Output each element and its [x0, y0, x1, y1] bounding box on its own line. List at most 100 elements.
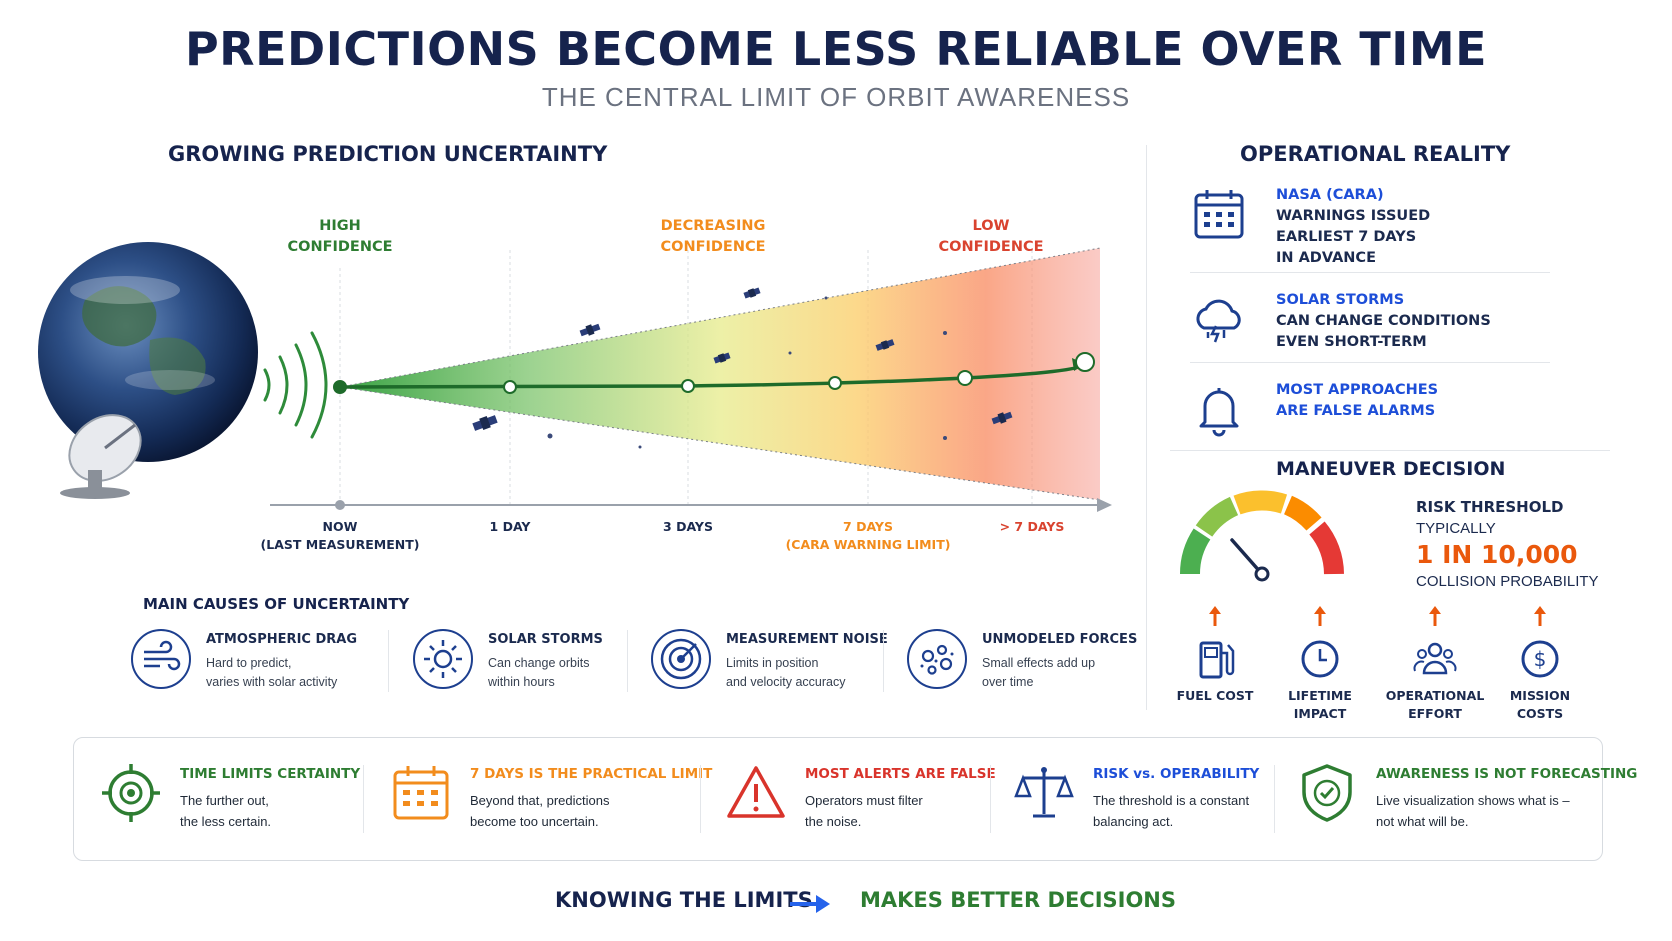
- takeaway-time-line2: the less certain.: [180, 814, 272, 829]
- cause-solar-storms: SOLAR STORMS Can change orbits within hou…: [412, 628, 612, 698]
- dollar-coin-icon: $: [1521, 640, 1559, 678]
- trajectory-point-now: [333, 380, 347, 394]
- crosshair-icon: [102, 764, 160, 822]
- footer-right: MAKES BETTER DECISIONS: [860, 888, 1177, 912]
- bell-icon: [1199, 388, 1239, 437]
- tick-1day-line1: 1 DAY: [489, 519, 531, 534]
- cost-mission-line1: MISSION: [1509, 688, 1571, 703]
- arrow-right-icon: [790, 895, 830, 913]
- cost-operational-line2: EFFORT: [1408, 706, 1462, 721]
- takeaway-time-desc: The further out, the less certain.: [180, 790, 271, 832]
- cost-mission-line2: COSTS: [1516, 706, 1564, 721]
- cause-forces-desc: Small effects add up over time: [982, 654, 1095, 692]
- tick-now-line1: NOW: [322, 519, 358, 534]
- uncertainty-cone: [340, 248, 1100, 500]
- cost-lifetime-label: LIFETIME IMPACT: [1270, 687, 1370, 723]
- tick-1day: 1 DAY: [460, 518, 560, 536]
- predicted-trajectory: [339, 362, 1087, 389]
- tick-now: NOW (LAST MEASUREMENT): [260, 518, 420, 554]
- trajectory-point-3days: [681, 379, 695, 393]
- earth-image: [38, 242, 258, 462]
- takeaway-awareness-line1: Live visualization shows what is –: [1376, 793, 1570, 808]
- cause-forces-title: UNMODELED FORCES: [982, 632, 1138, 647]
- takeaway-seven-days: 7 DAYS IS THE PRACTICAL LIMIT Beyond tha…: [390, 762, 712, 842]
- cost-mission-label: MISSION COSTS: [1490, 687, 1590, 723]
- risk-typically: TYPICALLY: [1416, 520, 1496, 537]
- cause-divider-3: [883, 630, 884, 692]
- cause-solar-title: SOLAR STORMS: [488, 632, 603, 647]
- cost-fuel: FUEL COST: [1165, 606, 1265, 705]
- op-divider-2: [1190, 362, 1550, 363]
- tick-7days-line1: 7 DAYS: [843, 519, 893, 534]
- cause-forces-line1: Small effects add up: [982, 656, 1096, 670]
- confidence-decreasing-line1: DECREASING: [660, 218, 766, 234]
- confidence-label-high: HIGH CONFIDENCE: [270, 216, 410, 258]
- signal-waves: [263, 331, 328, 439]
- arrow-up-icon: [1209, 606, 1221, 626]
- risk-unit: COLLISION PROBABILITY: [1416, 573, 1599, 590]
- cause-drag-line2: varies with solar activity: [206, 675, 338, 689]
- cause-forces-line2: over time: [982, 675, 1034, 689]
- takeaway-time-limits: TIME LIMITS CERTAINTY The further out, th…: [100, 762, 360, 842]
- fuel-pump-icon: [1199, 641, 1235, 679]
- takeaway-alerts-line1: Operators must filter: [805, 793, 923, 808]
- calendar-icon: [393, 766, 449, 820]
- takeaway-seven-line2: become too uncertain.: [470, 814, 599, 829]
- tick-beyond-line1: > 7 DAYS: [999, 519, 1065, 534]
- takeaway-awareness: AWARENESS IS NOT FORECASTING Live visual…: [1296, 762, 1637, 842]
- takeaway-risk-line2: balancing act.: [1093, 814, 1174, 829]
- cost-lifetime-line2: IMPACT: [1293, 706, 1347, 721]
- takeaway-divider-3: [990, 765, 991, 833]
- op-alarms-line1: MOST APPROACHES: [1276, 382, 1439, 398]
- trajectory-point-1day: [503, 380, 517, 394]
- takeaway-divider-1: [363, 765, 364, 833]
- takeaway-seven-desc: Beyond that, predictions become too uncer…: [470, 790, 609, 832]
- uncertainty-heading: GROWING PREDICTION UNCERTAINTY: [168, 142, 608, 166]
- cost-operational-line1: OPERATIONAL: [1385, 688, 1485, 703]
- takeaway-risk-operability: RISK vs. OPERABILITY The threshold is a …: [1013, 762, 1283, 842]
- takeaway-alerts-desc: Operators must filter the noise.: [805, 790, 923, 832]
- risk-value: 1 IN 10,000: [1416, 540, 1578, 569]
- operational-heading: OPERATIONAL REALITY: [1240, 142, 1511, 166]
- cause-solar-line1: Can change orbits: [488, 656, 590, 670]
- cost-mission: $ MISSION COSTS: [1490, 606, 1590, 723]
- cost-fuel-label: FUEL COST: [1176, 688, 1254, 703]
- op-divider-3: [1170, 450, 1610, 451]
- page-subtitle: THE CENTRAL LIMIT OF ORBIT AWARENESS: [541, 82, 1131, 112]
- takeaway-alerts-line2: the noise.: [805, 814, 862, 829]
- cause-noise-desc: Limits in position and velocity accuracy: [726, 654, 846, 692]
- warning-icon: [727, 766, 785, 818]
- maneuver-heading: MANEUVER DECISION: [1276, 458, 1506, 480]
- arrow-up-icon: [1429, 606, 1441, 626]
- op-cara-line2: WARNINGS ISSUED: [1276, 208, 1431, 224]
- cause-solar-line2: within hours: [488, 675, 555, 689]
- cause-solar-desc: Can change orbits within hours: [488, 654, 589, 692]
- op-item-cara: NASA (CARA) WARNINGS ISSUED EARLIEST 7 D…: [1190, 185, 1550, 266]
- cause-noise-title: MEASUREMENT NOISE: [726, 632, 888, 647]
- cause-divider-2: [627, 630, 628, 692]
- shield-check-icon: [1302, 764, 1352, 822]
- cause-drag-line1: Hard to predict,: [206, 656, 292, 670]
- takeaway-seven-line1: Beyond that, predictions: [470, 793, 610, 808]
- page-title: PREDICTIONS BECOME LESS RELIABLE OVER TI…: [184, 22, 1488, 76]
- cause-noise-line1: Limits in position: [726, 656, 819, 670]
- op-divider-1: [1190, 272, 1550, 273]
- cause-divider-1: [388, 630, 389, 692]
- takeaway-awareness-line2: not what will be.: [1376, 814, 1469, 829]
- takeaway-risk-title: RISK vs. OPERABILITY: [1093, 766, 1260, 782]
- takeaway-divider-4: [1274, 765, 1275, 833]
- tick-3days: 3 DAYS: [638, 518, 738, 536]
- particles-icon: [907, 629, 967, 689]
- op-solar-line2: CAN CHANGE CONDITIONS: [1276, 313, 1491, 329]
- cost-lifetime-line1: LIFETIME: [1288, 688, 1352, 703]
- column-divider: [1146, 145, 1147, 710]
- op-item-solar-storms: SOLAR STORMS CAN CHANGE CONDITIONS EVEN …: [1190, 290, 1550, 360]
- clock-icon: [1301, 640, 1339, 678]
- cause-measurement-noise: MEASUREMENT NOISE Limits in position and …: [650, 628, 888, 698]
- takeaway-alerts-title: MOST ALERTS ARE FALSE: [805, 766, 996, 782]
- cause-drag-desc: Hard to predict, varies with solar activi…: [206, 654, 337, 692]
- people-icon: [1413, 642, 1457, 675]
- takeaway-seven-title: 7 DAYS IS THE PRACTICAL LIMIT: [470, 766, 713, 782]
- takeaway-risk-desc: The threshold is a constant balancing act…: [1093, 790, 1249, 832]
- ground-station-dish: [60, 414, 142, 499]
